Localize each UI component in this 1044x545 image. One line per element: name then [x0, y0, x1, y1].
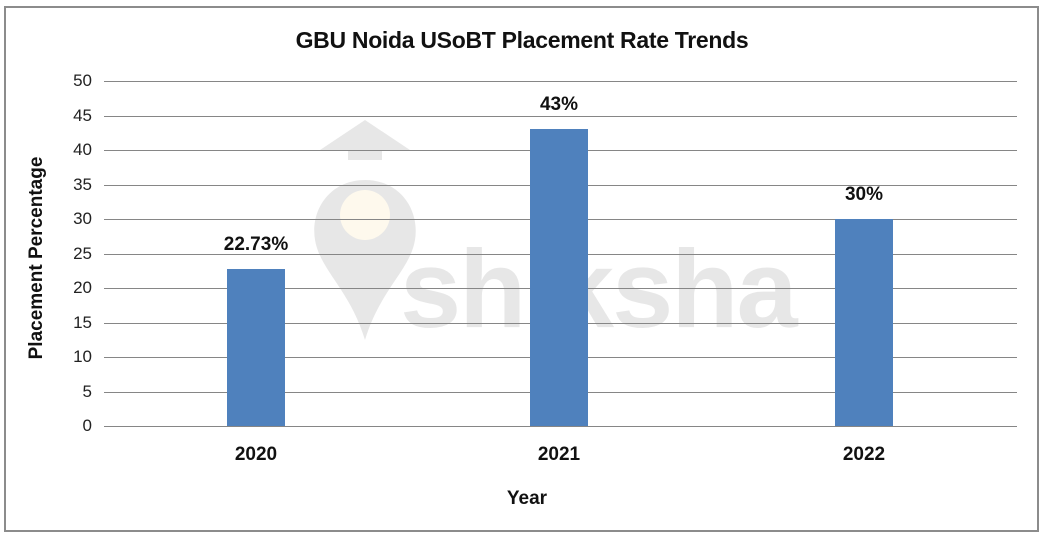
- gridline: [104, 81, 1017, 82]
- plot-area: 0 5 10 15 20 25 30 35 40 45 50 22.73% 43% 30%: [73, 71, 1017, 435]
- y-tick-label: 40: [73, 140, 92, 159]
- x-tick-label: 2020: [234, 444, 278, 465]
- y-tick-label: 20: [73, 278, 92, 297]
- y-tick-label: 45: [73, 105, 92, 125]
- chart-title: GBU Noida USoBT Placement Rate Trends: [295, 27, 749, 53]
- y-tick-label: 25: [73, 243, 92, 263]
- data-label: 30%: [844, 184, 884, 205]
- y-axis-label: Placement Percentage: [26, 156, 47, 360]
- y-tick-label: 5: [82, 381, 92, 401]
- y-tick-label: 30: [73, 209, 92, 228]
- y-tick-label: 35: [73, 174, 92, 194]
- bar-2022[interactable]: [835, 219, 893, 426]
- x-axis-label: Year: [506, 488, 548, 509]
- y-tick-label: 15: [73, 312, 92, 332]
- x-tick-label: 2021: [537, 444, 581, 465]
- bar-2020[interactable]: [227, 269, 285, 426]
- x-tick-label: 2022: [842, 444, 886, 465]
- gridline: [104, 115, 1017, 117]
- y-tick-label: 50: [73, 71, 92, 90]
- bar-2021[interactable]: [530, 129, 588, 426]
- gridline: [104, 426, 1017, 427]
- data-label: 22.73%: [223, 234, 289, 256]
- data-label: 43%: [539, 94, 579, 116]
- y-tick-label: 10: [73, 347, 92, 366]
- y-tick-label: 0: [82, 416, 92, 435]
